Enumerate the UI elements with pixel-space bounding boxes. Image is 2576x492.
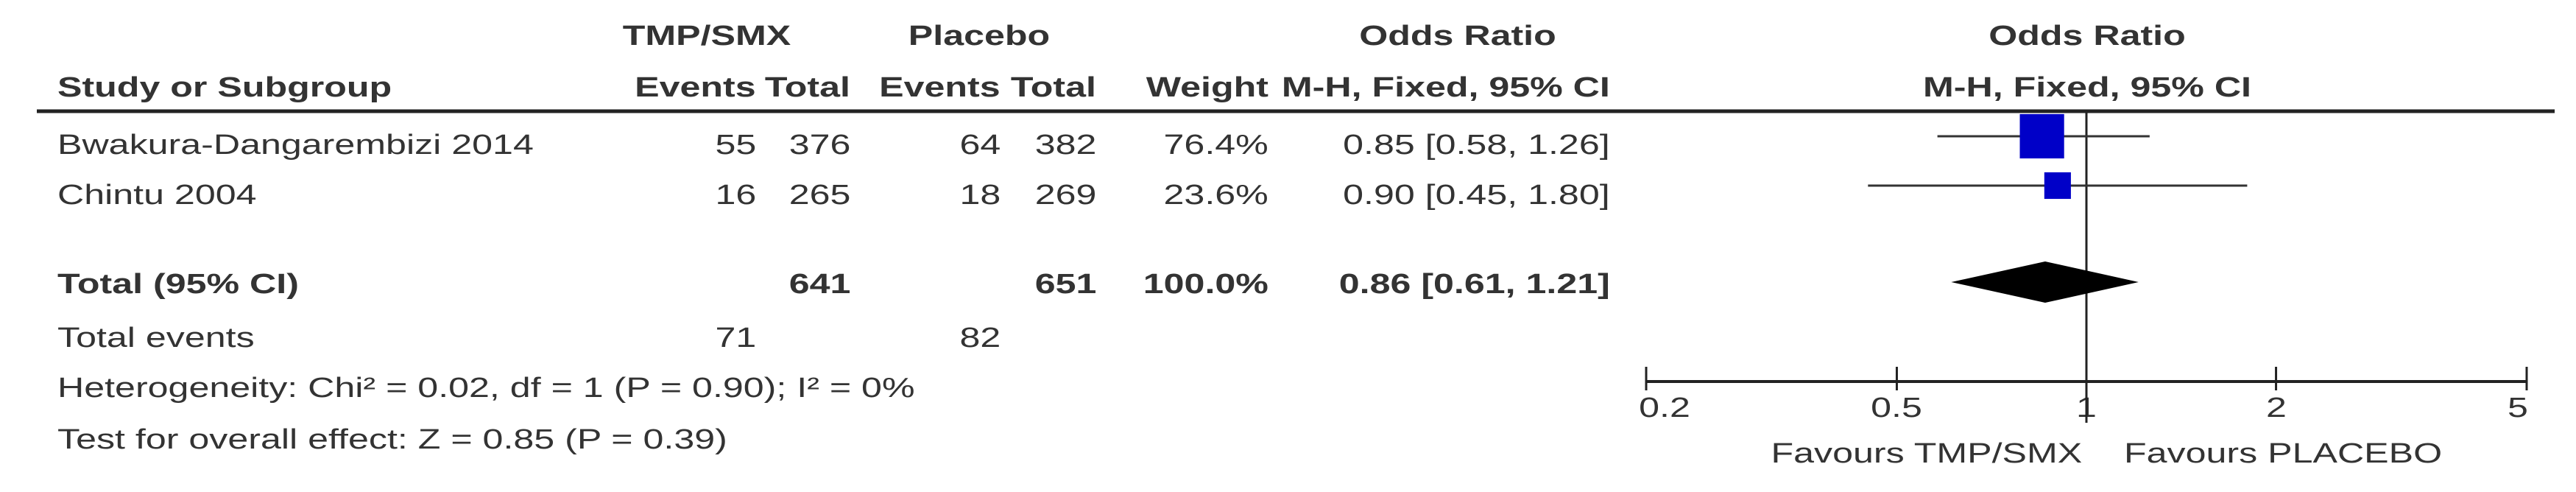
study-name: Bwakura-Dangarembizi 2014 xyxy=(57,130,534,161)
total1: 641 xyxy=(788,269,850,300)
header-events2: Events xyxy=(879,72,1001,103)
header-weight: Weight xyxy=(1146,72,1268,103)
x-tick-label: 5 xyxy=(2508,393,2528,424)
weight: 23.6% xyxy=(1163,180,1268,211)
total1: 376 xyxy=(788,130,850,161)
total2: 269 xyxy=(1034,180,1096,211)
header-total2: Total xyxy=(1010,72,1096,103)
total1: 265 xyxy=(788,180,850,211)
total-events2: 82 xyxy=(959,323,1001,354)
events2: 64 xyxy=(959,130,1001,161)
header-plot-title: Odds Ratio xyxy=(1989,21,2186,52)
events1: 16 xyxy=(715,180,756,211)
overall-effect-text: Test for overall effect: Z = 0.85 (P = 0… xyxy=(57,424,727,455)
x-tick-label: 2 xyxy=(2265,393,2287,424)
x-tick-label: 0.5 xyxy=(1871,393,1923,424)
favours-left-label: Favours TMP/SMX xyxy=(1771,438,2082,469)
study-name: Chintu 2004 xyxy=(57,180,257,211)
events1: 55 xyxy=(715,130,756,161)
events2: 18 xyxy=(959,180,1001,211)
heterogeneity-text: Heterogeneity: Chi² = 0.02, df = 1 (P = … xyxy=(57,373,915,404)
header-study: Study or Subgroup xyxy=(57,72,392,103)
favours-right-label: Favours PLACEBO xyxy=(2124,438,2443,469)
total-ci-label: 0.86 [0.61, 1.21] xyxy=(1338,269,1610,300)
total-label: Total (95% CI) xyxy=(57,269,299,300)
total-weight: 100.0% xyxy=(1143,269,1268,300)
weight: 76.4% xyxy=(1163,130,1268,161)
header-events1: Events xyxy=(635,72,756,103)
header-total1: Total xyxy=(764,72,850,103)
header-method: M-H, Fixed, 95% CI xyxy=(1282,72,1610,103)
study-marker xyxy=(2044,172,2071,200)
header-group2: Placebo xyxy=(908,21,1051,52)
total-events-label: Total events xyxy=(57,323,255,354)
total2: 382 xyxy=(1034,130,1096,161)
ci-label: 0.85 [0.58, 1.26] xyxy=(1343,130,1610,161)
x-tick-label: 0.2 xyxy=(1639,393,1690,424)
ci-label: 0.90 [0.45, 1.80] xyxy=(1343,180,1610,211)
header-group1: TMP/SMX xyxy=(622,21,791,52)
study-marker xyxy=(2019,113,2064,159)
pooled-diamond xyxy=(1951,261,2139,303)
header-effect: Odds Ratio xyxy=(1359,21,1556,52)
total-events1: 71 xyxy=(715,323,756,354)
total2: 651 xyxy=(1034,269,1096,300)
header-plot-method: M-H, Fixed, 95% CI xyxy=(1923,72,2251,103)
